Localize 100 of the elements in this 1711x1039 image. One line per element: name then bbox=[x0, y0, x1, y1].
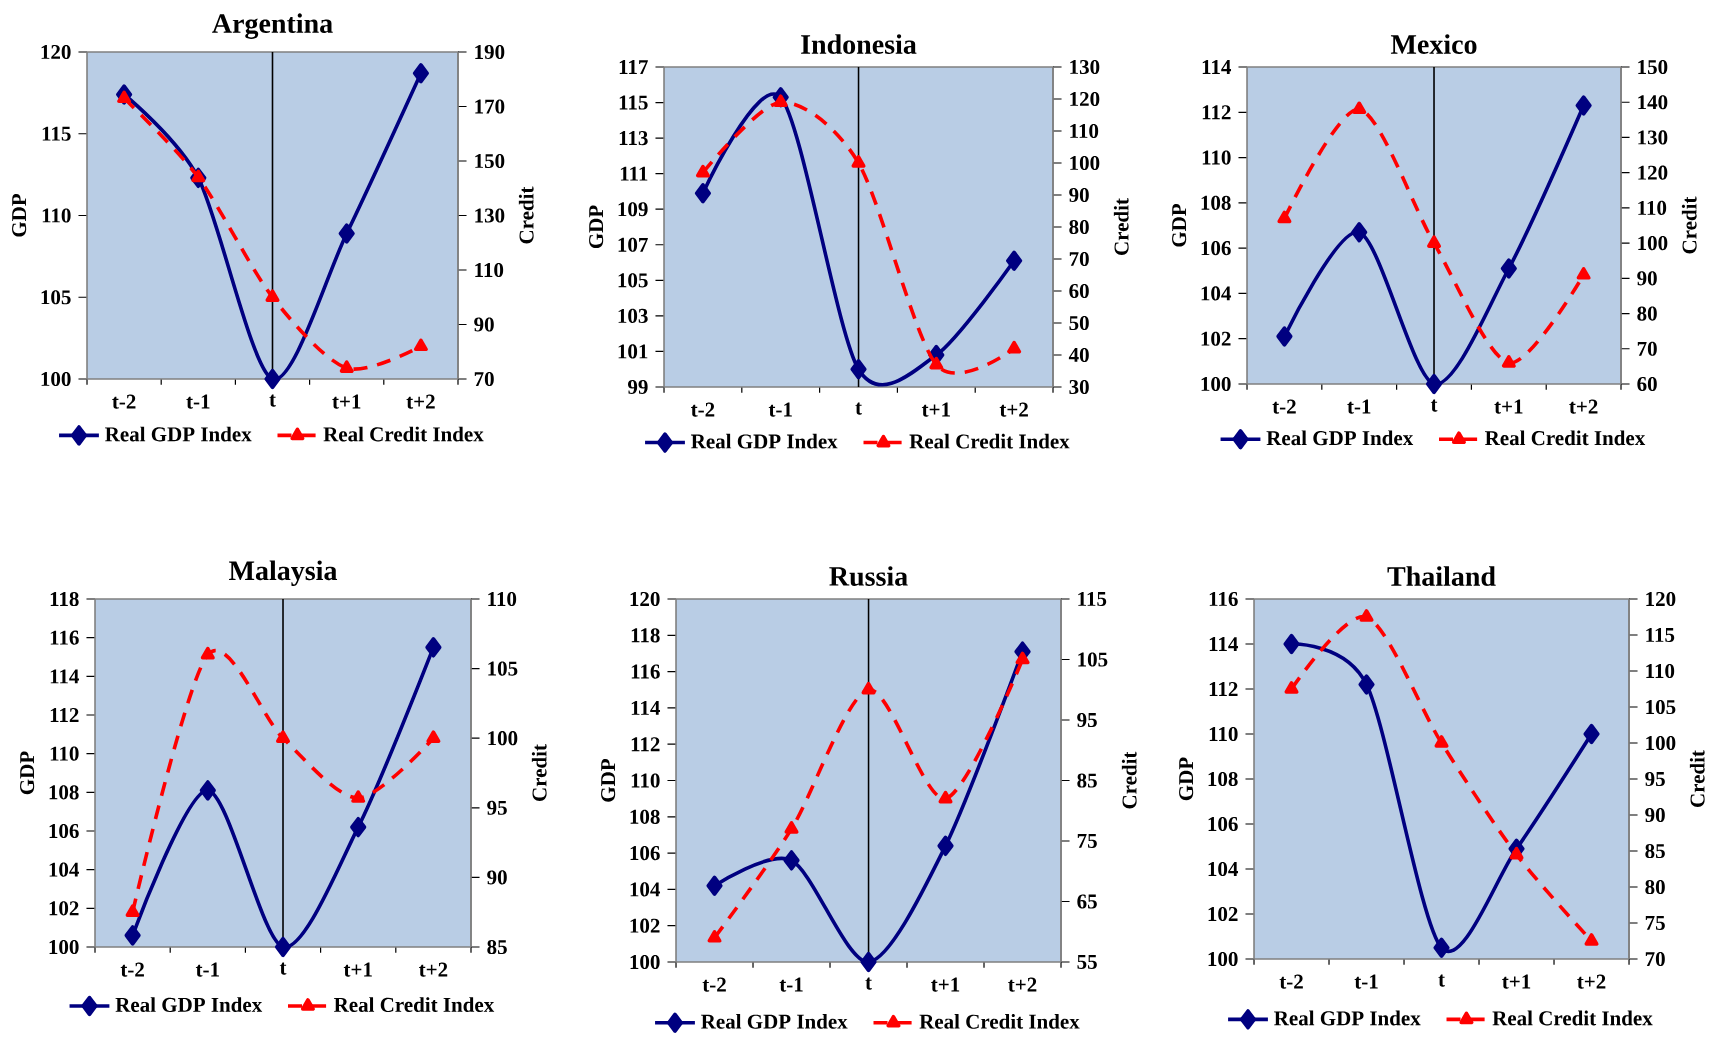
y2-tick-label: 85 bbox=[1645, 843, 1665, 859]
y-tick-label: 118 bbox=[50, 591, 79, 607]
y2-tick-label: 100 bbox=[1638, 236, 1668, 251]
y-tick-label: 116 bbox=[1209, 591, 1238, 607]
y2-tick-label: 50 bbox=[1069, 315, 1089, 331]
y2-tick-label: 55 bbox=[1077, 955, 1097, 969]
x-tick-label: t bbox=[269, 394, 276, 407]
legend-label: Real GDP Index bbox=[105, 426, 252, 442]
y-tick-label: 106 bbox=[630, 846, 660, 861]
y2-tick-label: 115 bbox=[1078, 591, 1107, 607]
y2-tick-label: 130 bbox=[1070, 59, 1100, 75]
y2-tick-label: 110 bbox=[475, 262, 504, 278]
legend-label: Real GDP Index bbox=[691, 433, 838, 449]
y-tick-label: 114 bbox=[1202, 60, 1232, 74]
y-tick-label: 100 bbox=[49, 939, 79, 955]
y2-tick-label: 100 bbox=[1070, 155, 1100, 171]
y-axis-title: GDP bbox=[1179, 757, 1194, 801]
y-tick-label: 112 bbox=[1202, 105, 1231, 120]
x-tick-label: t bbox=[1438, 974, 1445, 987]
y-tick-label: 113 bbox=[619, 131, 648, 146]
x-tick-label: t+1 bbox=[931, 977, 960, 992]
y-tick-label: 108 bbox=[49, 785, 79, 800]
x-tick-label: t+1 bbox=[921, 402, 950, 417]
y-tick-label: 115 bbox=[42, 126, 71, 141]
y2-tick-label: 120 bbox=[1646, 591, 1676, 607]
chart-title: Indonesia bbox=[801, 34, 917, 54]
y2-tick-label: 170 bbox=[475, 99, 505, 114]
y-tick-label: 100 bbox=[1201, 376, 1231, 392]
x-tick-label: t-2 bbox=[1272, 399, 1296, 414]
y-tick-label: 102 bbox=[49, 901, 79, 916]
y2-tick-label: 120 bbox=[1070, 91, 1100, 107]
y-tick-label: 102 bbox=[1208, 906, 1238, 922]
y2-tick-label: 105 bbox=[1078, 652, 1108, 667]
chart-title: Mexico bbox=[1390, 34, 1477, 54]
y2-tick-label: 120 bbox=[1638, 165, 1668, 180]
y2-tick-label: 70 bbox=[474, 371, 494, 387]
y2-tick-label: 110 bbox=[1638, 200, 1667, 215]
y2-tick-label: 90 bbox=[474, 317, 494, 332]
y-tick-label: 105 bbox=[41, 290, 71, 305]
x-tick-label: t-1 bbox=[186, 394, 210, 409]
x-tick-label: t-1 bbox=[1347, 399, 1371, 414]
legend-label: Real GDP Index bbox=[1266, 430, 1414, 446]
y2-tick-label: 115 bbox=[1646, 627, 1675, 643]
y-tick-label: 100 bbox=[41, 371, 71, 387]
y2-axis-title: Credit bbox=[1113, 198, 1129, 255]
legend-label: Real GDP Index bbox=[1274, 1010, 1421, 1026]
y-tick-label: 116 bbox=[631, 664, 660, 679]
x-tick-label: t+2 bbox=[406, 394, 435, 409]
x-tick-label: t+2 bbox=[419, 962, 448, 977]
y-tick-label: 108 bbox=[630, 809, 660, 824]
chart-title: Malaysia bbox=[229, 560, 338, 586]
y-tick-label: 111 bbox=[620, 166, 648, 181]
y-tick-label: 102 bbox=[630, 918, 660, 933]
y-tick-label: 106 bbox=[1208, 816, 1238, 832]
y2-tick-label: 60 bbox=[1637, 376, 1657, 392]
chart-title: Argentina bbox=[212, 13, 333, 39]
y2-tick-label: 70 bbox=[1645, 951, 1665, 967]
y2-axis-title: Credit bbox=[518, 186, 534, 244]
y2-tick-label: 90 bbox=[1637, 271, 1657, 286]
x-tick-label: t-2 bbox=[1279, 974, 1303, 989]
y-tick-label: 109 bbox=[618, 202, 648, 217]
y-tick-label: 108 bbox=[1208, 771, 1238, 787]
y-tick-label: 120 bbox=[630, 591, 660, 607]
y2-tick-label: 140 bbox=[1638, 95, 1668, 110]
y-tick-label: 104 bbox=[1208, 861, 1239, 877]
y-tick-label: 110 bbox=[42, 208, 71, 223]
x-tick-label: t-1 bbox=[1354, 974, 1378, 989]
y-tick-label: 102 bbox=[1201, 331, 1231, 346]
x-tick-label: t-1 bbox=[195, 962, 219, 977]
y-tick-label: 114 bbox=[50, 669, 80, 684]
x-tick-label: t+2 bbox=[1577, 974, 1606, 989]
y-tick-label: 105 bbox=[618, 273, 648, 288]
x-tick-label: t bbox=[855, 402, 862, 415]
y-tick-label: 114 bbox=[1209, 637, 1239, 651]
y2-tick-label: 90 bbox=[1645, 807, 1665, 823]
x-tick-label: t+1 bbox=[1502, 974, 1531, 989]
y-tick-label: 110 bbox=[1209, 726, 1238, 742]
y2-axis-title: Credit bbox=[1681, 196, 1697, 254]
y-tick-label: 104 bbox=[630, 882, 661, 897]
legend-label: Real Credit Index bbox=[1492, 1010, 1653, 1026]
x-tick-label: t-2 bbox=[702, 977, 726, 992]
y-tick-label: 101 bbox=[618, 344, 648, 359]
y-tick-label: 120 bbox=[41, 44, 71, 60]
y2-tick-label: 95 bbox=[1077, 712, 1097, 728]
y2-tick-label: 75 bbox=[1645, 916, 1665, 930]
y2-tick-label: 130 bbox=[475, 208, 505, 223]
y-tick-label: 112 bbox=[50, 708, 79, 722]
y-tick-label: 112 bbox=[631, 737, 660, 752]
y-tick-label: 108 bbox=[1201, 195, 1231, 210]
y-axis-title: GDP bbox=[589, 205, 604, 249]
y2-tick-label: 110 bbox=[488, 591, 517, 607]
y2-tick-label: 110 bbox=[1070, 123, 1099, 139]
y2-tick-label: 80 bbox=[1645, 879, 1665, 895]
y2-tick-label: 75 bbox=[1077, 834, 1097, 848]
y-axis-title: GDP bbox=[601, 758, 616, 802]
legend-label: Real Credit Index bbox=[1484, 430, 1646, 446]
y-tick-label: 104 bbox=[49, 862, 79, 877]
x-tick-label: t-2 bbox=[112, 394, 136, 409]
y2-tick-label: 60 bbox=[1069, 283, 1089, 299]
y-tick-label: 110 bbox=[50, 746, 79, 761]
